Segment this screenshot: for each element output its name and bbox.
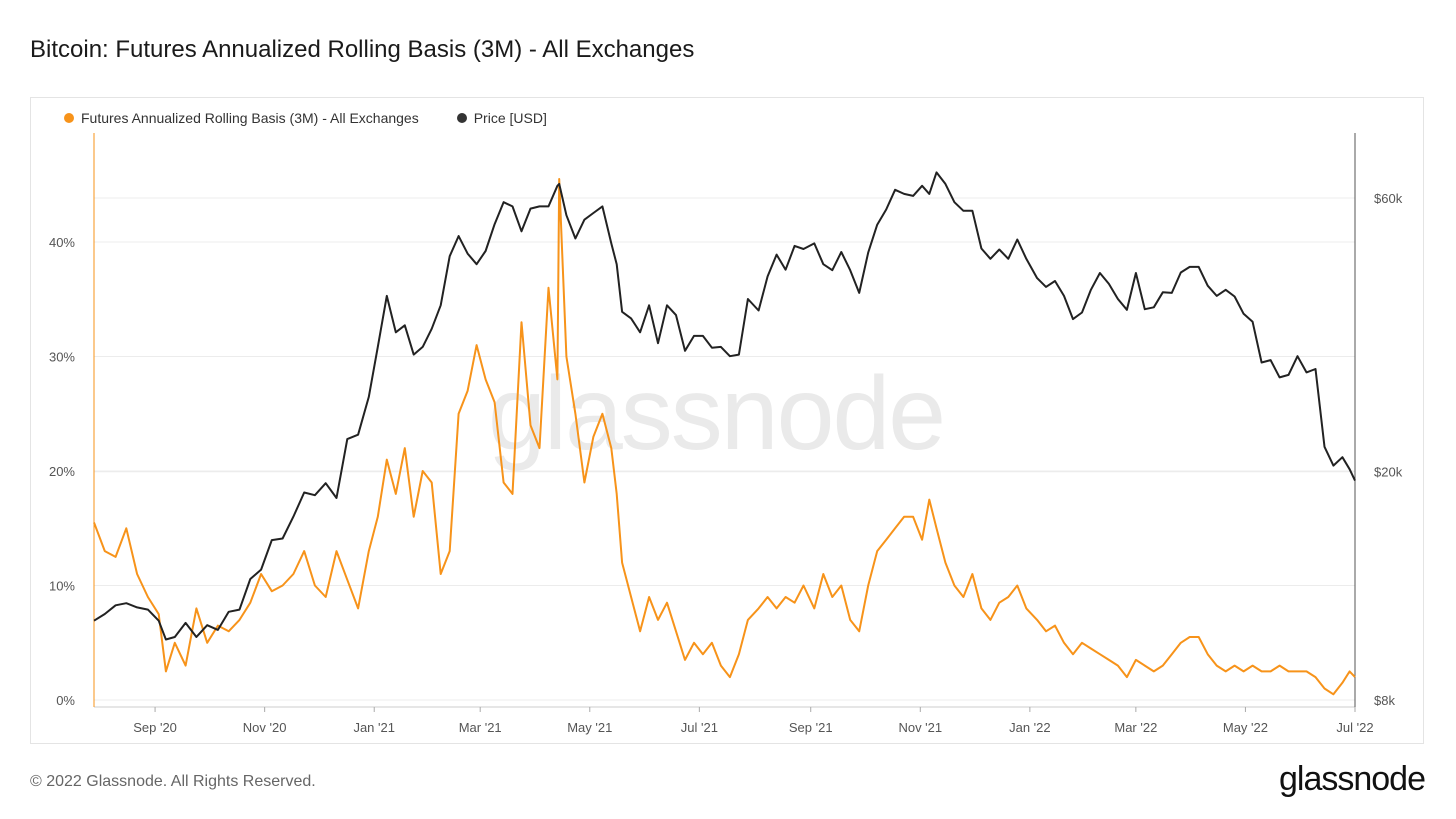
y-left-tick-label-3: 30% [49, 350, 75, 365]
chart-svg: Sep '20 Nov '20 Jan '21 Mar '21 May '21 Jul '… [49, 133, 1403, 735]
x-tick-label-0: Sep '20 [133, 720, 177, 735]
x-tick-label-7: Nov '21 [898, 720, 942, 735]
grid-lines [94, 197, 1355, 701]
x-tick-label-9: Mar '22 [1114, 720, 1157, 735]
chart-frame [30, 97, 1424, 744]
legend-item-basis[interactable]: Futures Annualized Rolling Basis (3M) - … [64, 110, 419, 126]
y-left-tick-label-1: 10% [49, 579, 75, 594]
series-basis [93, 178, 1356, 696]
legend-label-basis: Futures Annualized Rolling Basis (3M) - … [81, 110, 419, 126]
y-right-tick-label-2: $60k [1374, 191, 1403, 206]
x-tick-label-1: Nov '20 [243, 720, 287, 735]
legend-dot-price-icon [456, 113, 467, 123]
y-left-tick-label-4: 40% [49, 235, 75, 250]
x-tick-label-8: Jan '22 [1009, 720, 1051, 735]
y-left-tick-label-0: 0% [56, 693, 75, 708]
y-axis-left-ticks: 0% 10% 20% 30% 40% [49, 235, 75, 708]
x-tick-label-2: Jan '21 [353, 720, 395, 735]
y-left-tick-label-2: 20% [49, 464, 75, 479]
x-axis-ticks: Sep '20 Nov '20 Jan '21 Mar '21 May '21 Jul '… [133, 707, 1374, 735]
price-line [93, 171, 1356, 641]
footer-copyright: © 2022 Glassnode. All Rights Reserved. [30, 773, 316, 790]
glassnode-logo[interactable]: glassnode [1278, 760, 1426, 798]
y-right-tick-label-1: $20k [1374, 465, 1403, 480]
y-right-tick-label-0: $8k [1374, 693, 1395, 708]
x-tick-label-10: May '22 [1223, 720, 1268, 735]
x-tick-label-6: Sep '21 [789, 720, 833, 735]
x-tick-label-3: Mar '21 [459, 720, 502, 735]
x-tick-label-5: Jul '21 [681, 720, 718, 735]
legend-item-price[interactable]: Price [USD] [456, 110, 547, 126]
basis-line [93, 178, 1356, 696]
chart-title: Bitcoin: Futures Annualized Rolling Basi… [30, 36, 695, 63]
legend-label-price: Price [USD] [473, 110, 547, 126]
axes [93, 133, 1356, 708]
y-axis-right-ticks: $8k $20k $60k [1374, 191, 1403, 708]
x-tick-label-11: Jul '22 [1336, 720, 1373, 735]
x-tick-label-4: May '21 [567, 720, 612, 735]
legend: Futures Annualized Rolling Basis (3M) - … [64, 110, 585, 126]
series-price [93, 171, 1356, 641]
legend-dot-basis-icon [64, 113, 74, 123]
